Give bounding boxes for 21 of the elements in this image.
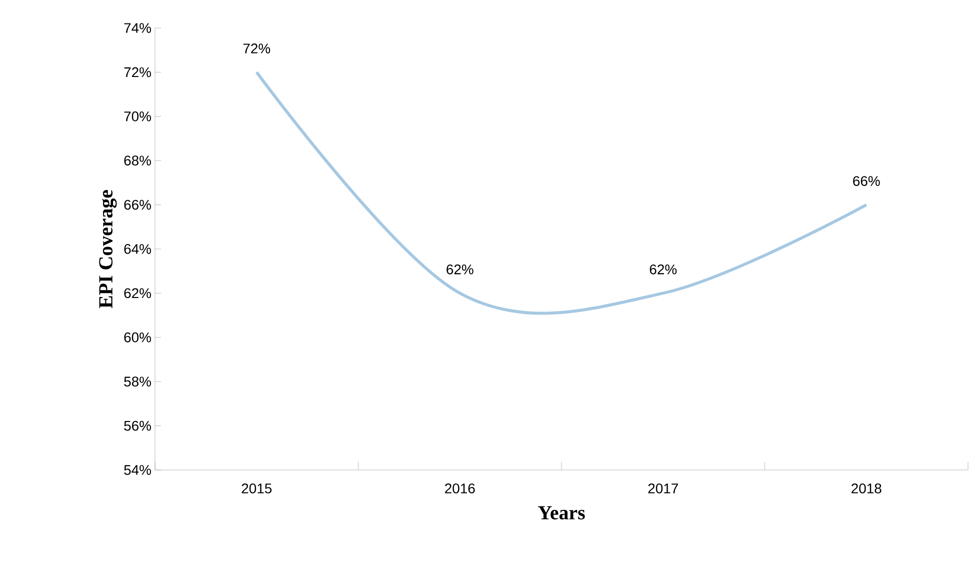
- y-tick-label: 70%: [124, 111, 151, 122]
- y-axis-title: EPI Coverage: [99, 190, 117, 308]
- y-tick-label: 62%: [124, 288, 151, 298]
- y-tick-label: 66%: [124, 200, 151, 210]
- y-tick-label: 64%: [124, 244, 151, 254]
- y-tick-label: 56%: [124, 420, 151, 431]
- y-tick-label: 58%: [124, 376, 151, 387]
- data-label: 62%: [446, 264, 474, 274]
- y-tick-label: 74%: [124, 23, 151, 33]
- x-tick-label: 2015: [242, 483, 272, 494]
- y-tick-label: 54%: [124, 465, 151, 475]
- x-axis-title: Years: [538, 506, 585, 520]
- y-tick-label: 72%: [124, 67, 151, 78]
- data-label: 66%: [853, 176, 880, 186]
- x-tick-label: 2018: [852, 483, 882, 494]
- x-tick-label: 2017: [648, 483, 678, 494]
- y-tick-label: 68%: [124, 156, 151, 166]
- data-label: 62%: [650, 264, 677, 274]
- y-tick-label: 60%: [124, 332, 151, 342]
- data-label: 72%: [243, 44, 270, 54]
- x-tick-label: 2016: [445, 483, 475, 494]
